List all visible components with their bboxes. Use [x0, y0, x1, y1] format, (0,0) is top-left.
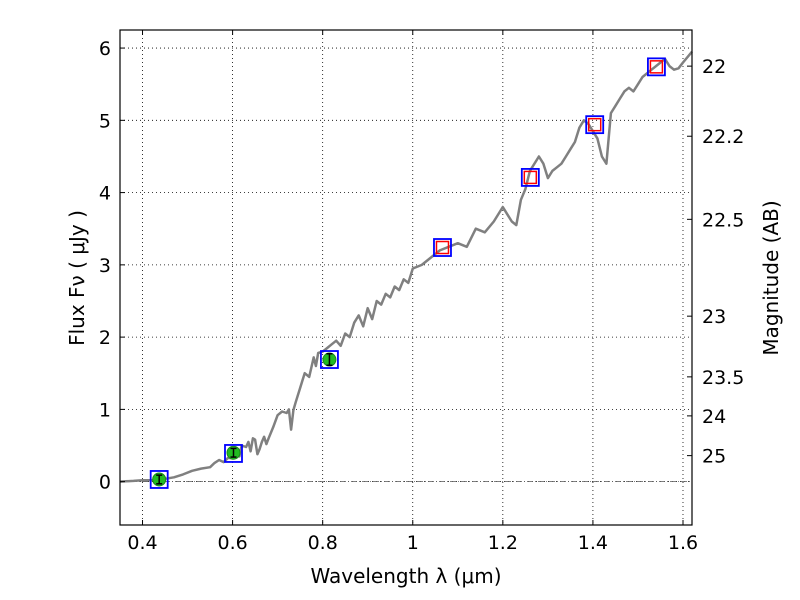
photometry-square [224, 444, 243, 463]
y-tick-label: 4 [99, 183, 111, 205]
x-tick-label: 1 [407, 532, 419, 554]
model-photometry-point [587, 117, 602, 132]
markers-layer [149, 57, 666, 489]
y-tick-label: 5 [99, 110, 111, 132]
right-axis-label: Magnitude (AB) [759, 200, 783, 355]
photometry-square [320, 350, 339, 369]
x-axis-label: Wavelength λ (μm) [310, 564, 501, 588]
model-photometry-point [649, 60, 664, 74]
photometry-square [433, 238, 452, 257]
photometry-square [647, 57, 666, 77]
model-photometry-point [435, 240, 450, 255]
y-tick-label: 1 [99, 399, 111, 421]
photometry-square [585, 115, 605, 135]
y-axis-label: Flux Fν ( μJy ) [65, 210, 89, 346]
series-layer [119, 50, 693, 483]
x-tick-label: 1.6 [668, 532, 698, 554]
y-tick-label: 3 [99, 255, 111, 277]
right-tick-label: 22.2 [702, 126, 744, 148]
y-tick-label: 2 [99, 327, 111, 349]
right-tick-label: 23.5 [702, 367, 744, 389]
x-tick-label: 0.4 [127, 532, 157, 554]
right-tick-label: 22.5 [702, 209, 744, 231]
y-tick-label: 6 [99, 38, 111, 60]
right-tick-label: 25 [702, 446, 726, 468]
y-tick-label: 0 [99, 472, 111, 494]
x-tick-label: 0.8 [308, 532, 338, 554]
model-photometry-point [523, 170, 538, 185]
right-tick-label: 24 [702, 406, 726, 428]
x-tick-label: 0.6 [217, 532, 247, 554]
photometry-square [149, 470, 169, 489]
ticks-layer: 0.4 0.6 0.8 1 1.2 1.4 1.601234562222.222.52323… [99, 30, 744, 554]
x-tick-label: 1.2 [488, 532, 518, 554]
x-tick-label: 1.4 [578, 532, 608, 554]
right-tick-label: 23 [702, 306, 726, 328]
plot-frame [119, 29, 693, 526]
photometry-square [520, 168, 540, 187]
spectrum-line [119, 50, 693, 483]
right-tick-label: 22 [702, 56, 726, 78]
